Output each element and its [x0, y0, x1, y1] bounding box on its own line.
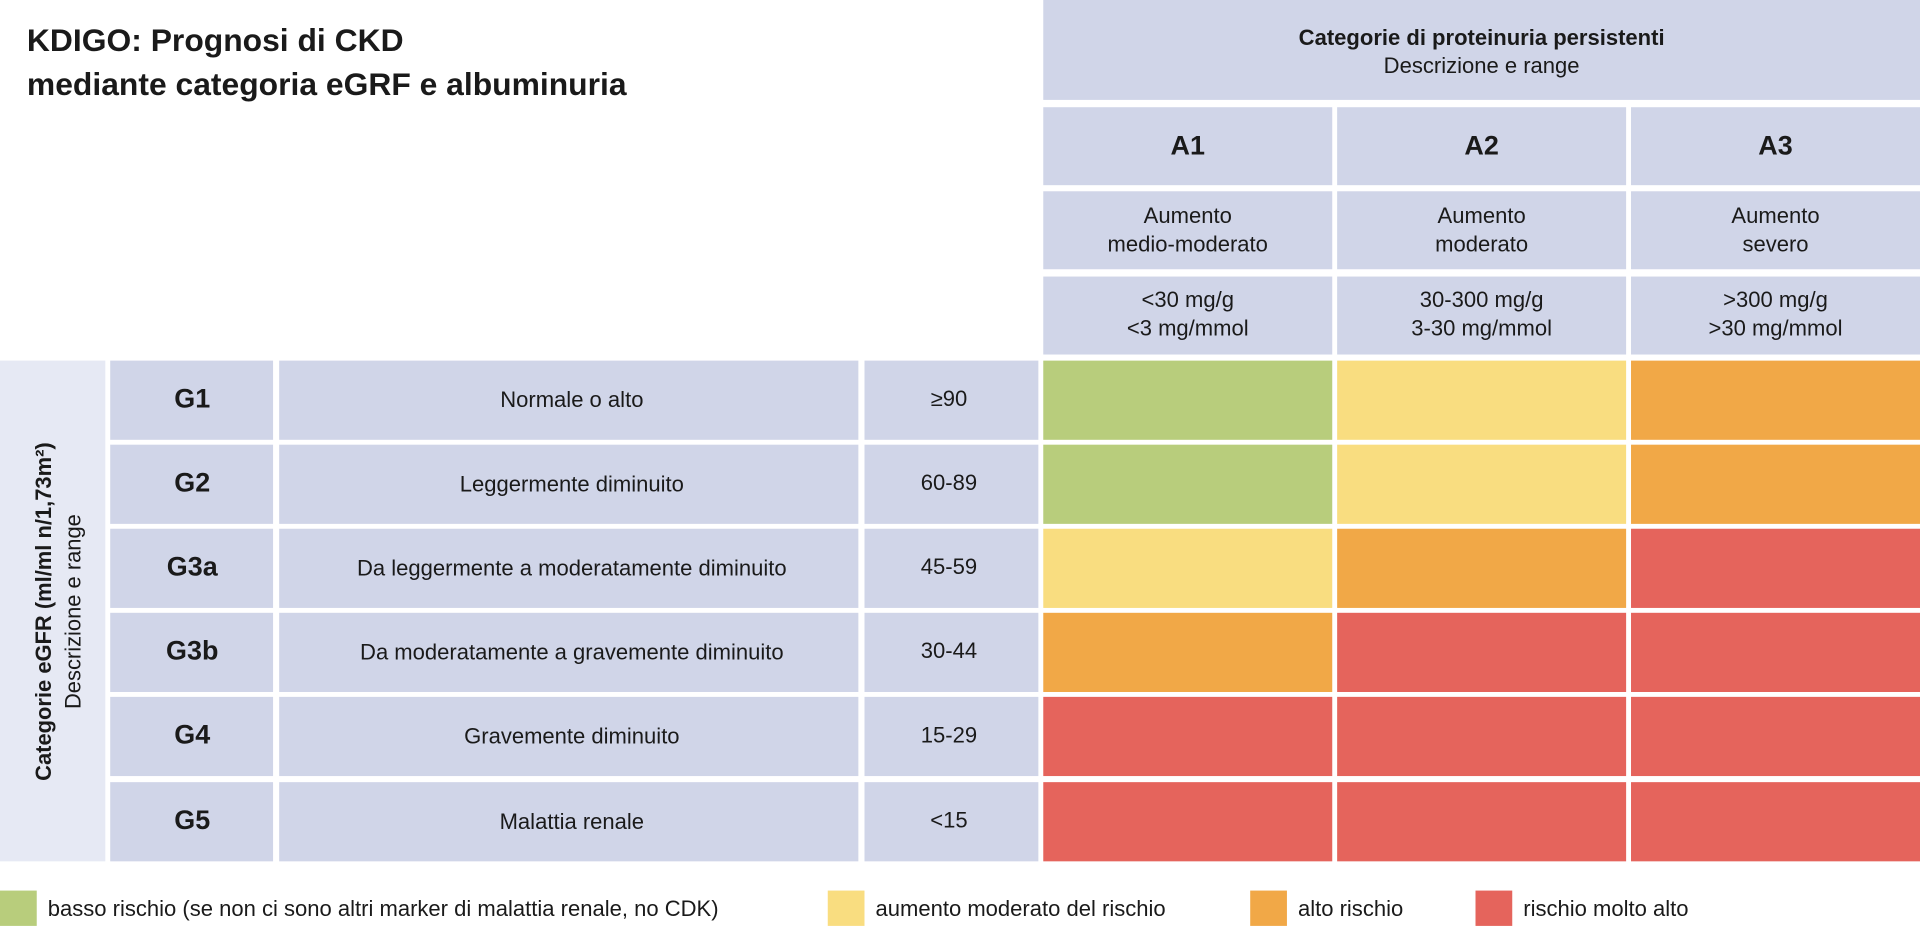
- row-code: G3b: [166, 636, 218, 666]
- column-code-cell: [1043, 107, 1333, 186]
- column-code: A1: [1171, 131, 1205, 161]
- risk-cell: [1043, 360, 1333, 440]
- albuminuria-title: Categorie di proteinuria persistenti: [1299, 25, 1665, 50]
- column-description: Aumento: [1438, 203, 1526, 228]
- row-range-cell: [864, 444, 1039, 524]
- column-range: <3 mg/mmol: [1127, 316, 1249, 341]
- row-range: 60-89: [921, 470, 977, 495]
- row-code-cell: [110, 696, 274, 777]
- column-range-cell: [1631, 276, 1920, 355]
- header-box: [1043, 0, 1920, 100]
- row-description-cell: [279, 612, 859, 692]
- row-code: G3a: [167, 551, 219, 581]
- title-line: mediante categoria eGRF e albuminuria: [27, 66, 627, 102]
- row-code-cell: [110, 612, 274, 692]
- column-code-cell: [1337, 107, 1627, 186]
- row-code-cell: [110, 444, 274, 524]
- legend-label: alto rischio: [1298, 896, 1403, 921]
- risk-cell: [1337, 782, 1627, 862]
- risk-cell: [1337, 444, 1627, 524]
- row-range-cell: [864, 528, 1039, 608]
- risk-cell: [1337, 360, 1627, 440]
- row-description: Da leggermente a moderatamente diminuito: [357, 555, 787, 580]
- row-description-cell: [279, 444, 859, 524]
- row-description: Normale o alto: [500, 387, 643, 412]
- risk-cell: [1631, 528, 1920, 608]
- row-code: G4: [174, 720, 210, 750]
- row-code: G5: [174, 805, 210, 835]
- row-code-cell: [110, 528, 274, 608]
- albuminuria-subtitle: Descrizione e range: [1384, 53, 1580, 78]
- row-code-cell: [110, 360, 274, 440]
- risk-cell: [1631, 360, 1920, 440]
- row-range: 15-29: [921, 722, 977, 747]
- column-range: <30 mg/g: [1142, 287, 1234, 312]
- row-description-cell: [279, 696, 859, 777]
- row-range: ≥90: [931, 386, 968, 411]
- column-range: >300 mg/g: [1723, 287, 1828, 312]
- risk-cell: [1043, 612, 1333, 692]
- row-range: 45-59: [921, 554, 977, 579]
- risk-cell: [1337, 696, 1627, 777]
- side-header-box: [0, 360, 106, 862]
- egfr-title: Categorie eGFR (ml/ml n/1,73m²): [31, 442, 56, 781]
- legend-label: basso rischio (se non ci sono altri mark…: [48, 896, 719, 921]
- egfr-subtitle: Descrizione e range: [60, 514, 85, 709]
- row-code: G2: [174, 467, 210, 497]
- row-range-cell: [864, 360, 1039, 440]
- column-code-cell: [1631, 107, 1920, 186]
- row-code: G1: [174, 383, 210, 413]
- legend-swatch: [1250, 890, 1287, 926]
- row-range: <15: [930, 808, 967, 833]
- column-description-cell: [1337, 191, 1627, 270]
- row-description-cell: [279, 528, 859, 608]
- row-description-cell: [279, 360, 859, 440]
- row-range-cell: [864, 696, 1039, 777]
- risk-cell: [1043, 444, 1333, 524]
- risk-cell: [1337, 528, 1627, 608]
- risk-cell: [1631, 612, 1920, 692]
- column-code: A3: [1758, 131, 1792, 161]
- column-range: 30-300 mg/g: [1420, 287, 1544, 312]
- row-code-cell: [110, 782, 274, 862]
- column-description: Aumento: [1144, 203, 1232, 228]
- column-description: moderato: [1435, 232, 1528, 257]
- row-description: Da moderatamente a gravemente diminuito: [360, 639, 784, 664]
- column-description: Aumento: [1731, 203, 1819, 228]
- column-description: severo: [1742, 232, 1808, 257]
- row-description: Leggermente diminuito: [460, 471, 684, 496]
- legend-label: aumento moderato del rischio: [876, 896, 1166, 921]
- row-description: Malattia renale: [500, 809, 644, 834]
- risk-cell: [1337, 612, 1627, 692]
- column-range: >30 mg/mmol: [1708, 316, 1842, 341]
- risk-cell: [1631, 696, 1920, 777]
- legend-label: rischio molto alto: [1523, 896, 1688, 921]
- title-line: KDIGO: Prognosi di CKD: [27, 22, 404, 58]
- row-range: 30-44: [921, 638, 977, 663]
- risk-cell: [1631, 782, 1920, 862]
- row-range-cell: [864, 782, 1039, 862]
- column-range-cell: [1043, 276, 1333, 355]
- legend-swatch: [0, 890, 37, 926]
- risk-cell: [1631, 444, 1920, 524]
- column-range: 3-30 mg/mmol: [1411, 316, 1552, 341]
- risk-cell: [1043, 696, 1333, 777]
- column-description-cell: [1631, 191, 1920, 270]
- legend-swatch: [1475, 890, 1513, 926]
- legend-swatch: [827, 890, 865, 926]
- row-description-cell: [279, 782, 859, 862]
- column-description: medio-moderato: [1108, 232, 1268, 257]
- risk-cell: [1043, 528, 1333, 608]
- row-description: Gravemente diminuito: [464, 724, 679, 749]
- column-code: A2: [1464, 131, 1498, 161]
- row-range-cell: [864, 612, 1039, 692]
- column-range-cell: [1337, 276, 1627, 355]
- risk-cell: [1043, 782, 1333, 862]
- column-description-cell: [1043, 191, 1333, 270]
